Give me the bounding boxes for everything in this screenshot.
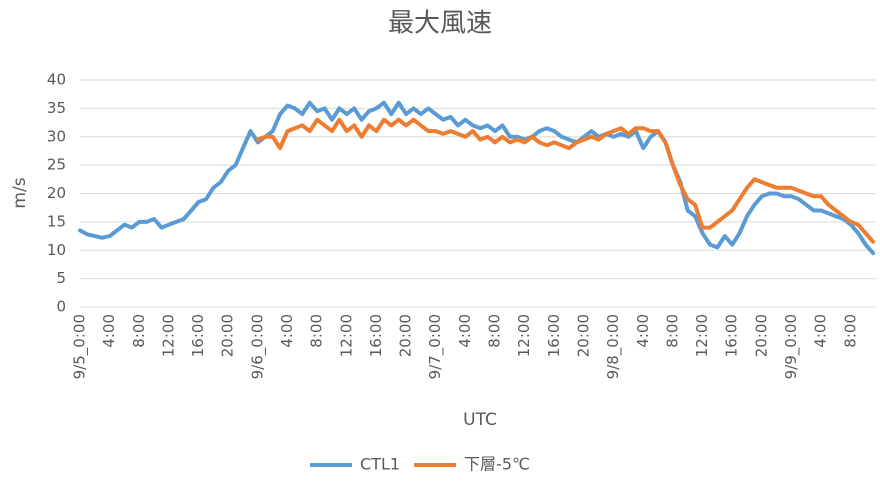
legend-item: CTL1 xyxy=(310,455,400,474)
x-tick-label: 12:00 xyxy=(337,314,355,357)
x-tick-label: 12:00 xyxy=(159,314,177,357)
y-tick-label: 25 xyxy=(47,156,66,174)
x-tick-label: 9/6_0:00 xyxy=(248,314,267,379)
line-series xyxy=(78,100,875,256)
x-tick-label: 8:00 xyxy=(841,314,859,348)
line-series xyxy=(255,117,875,244)
x-tick-label: 12:00 xyxy=(693,314,711,357)
x-tick-label: 4:00 xyxy=(100,314,118,348)
chart-title: 最大風速 xyxy=(388,9,492,39)
x-tick-label: 12:00 xyxy=(515,314,533,357)
x-tick-label: 9/9_0:00 xyxy=(782,314,801,379)
y-tick-label: 15 xyxy=(47,212,66,230)
y-tick-label: 10 xyxy=(47,241,66,259)
x-tick-label: 9/8_0:00 xyxy=(604,314,623,379)
x-tick-label: 16:00 xyxy=(367,314,385,357)
y-tick-label: 40 xyxy=(47,71,66,89)
y-axis-title: m/s xyxy=(10,177,30,208)
x-tick-label: 16:00 xyxy=(545,314,563,357)
x-tick-label: 20:00 xyxy=(752,314,770,357)
x-tick-label: 4:00 xyxy=(278,314,296,348)
legend-label: CTL1 xyxy=(360,455,400,474)
x-tick-label: 16:00 xyxy=(189,314,207,357)
y-tick-label: 0 xyxy=(56,298,66,316)
y-tick-label: 35 xyxy=(47,99,66,117)
y-tick-label: 30 xyxy=(47,127,66,145)
x-tick-label: 4:00 xyxy=(634,314,652,348)
x-tick-label: 20:00 xyxy=(397,314,415,357)
x-tick-label: 8:00 xyxy=(486,314,504,348)
x-tick-label: 8:00 xyxy=(663,314,681,348)
x-tick-label: 20:00 xyxy=(219,314,237,357)
legend-item: 下層-5℃ xyxy=(414,455,530,474)
x-tick-label: 4:00 xyxy=(456,314,474,348)
x-tick-label: 8:00 xyxy=(130,314,148,348)
y-tick-label: 20 xyxy=(47,184,66,202)
x-tick-label: 20:00 xyxy=(574,314,592,357)
y-tick-label: 5 xyxy=(56,269,66,287)
x-tick-label: 16:00 xyxy=(723,314,741,357)
x-tick-label: 9/7_0:00 xyxy=(426,314,445,379)
x-tick-label: 4:00 xyxy=(812,314,830,348)
x-axis-title: UTC xyxy=(463,410,497,430)
legend-label: 下層-5℃ xyxy=(464,455,530,474)
x-tick-label: 8:00 xyxy=(308,314,326,348)
x-tick-label: 9/5_0:00 xyxy=(71,314,90,379)
